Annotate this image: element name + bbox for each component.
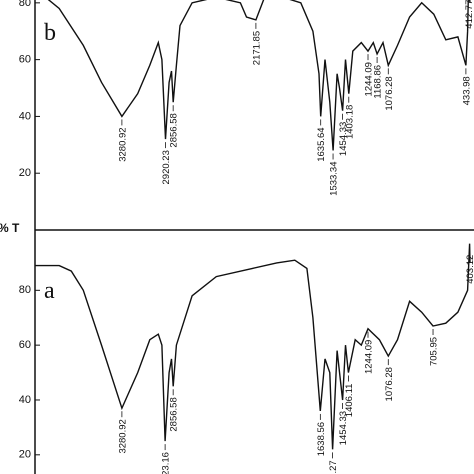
peak-label: 1403.18 [344, 105, 355, 139]
peak-label: 3280.92 [117, 419, 128, 453]
peak-label: 2171.85 [251, 31, 262, 65]
spectrum-line [47, 0, 471, 151]
peak-label: 1168.86 [373, 65, 384, 99]
peak-label: 1406.11 [344, 384, 355, 418]
y-tick-label: 60 [19, 339, 31, 351]
peak-label: 2923.16 [161, 452, 172, 474]
peak-label: 1635.64 [316, 127, 327, 161]
peak-label: 2920.23 [161, 150, 172, 184]
peak-label: 1076.28 [384, 76, 395, 110]
peak-label: 1454.33 [338, 122, 349, 156]
panel-label: a [44, 278, 55, 304]
peak-label: 3280.92 [117, 127, 128, 161]
peak-label: 403.12 [465, 255, 474, 284]
y-tick-label: 20 [19, 449, 31, 461]
peak-label: 1537.27 [328, 460, 339, 474]
peak-label: 2856.58 [169, 113, 180, 147]
y-axis-label: % T [0, 221, 20, 235]
peak-label: 1244.09 [364, 340, 375, 374]
y-tick-label: 80 [19, 0, 31, 9]
peak-label: 2856.58 [169, 397, 180, 431]
peak-label: 1533.34 [329, 161, 340, 195]
peak-label: 433.98 [461, 76, 472, 105]
peak-label: 1454.33 [338, 411, 349, 445]
y-tick-label: 60 [19, 54, 31, 66]
peak-label: 1076.28 [384, 367, 395, 401]
y-tick-label: 80 [19, 284, 31, 296]
y-tick-label: 40 [19, 394, 31, 406]
peak-label: 1638.56 [316, 422, 327, 456]
peak-label: 705.95 [429, 337, 440, 366]
y-tick-label: 40 [19, 110, 31, 122]
panel-label: b [44, 20, 56, 46]
spectrum-line [35, 243, 471, 450]
peak-label: 412.77 [464, 0, 474, 29]
y-tick-label: 20 [19, 167, 31, 179]
peak-label: 1244.09 [364, 62, 375, 96]
